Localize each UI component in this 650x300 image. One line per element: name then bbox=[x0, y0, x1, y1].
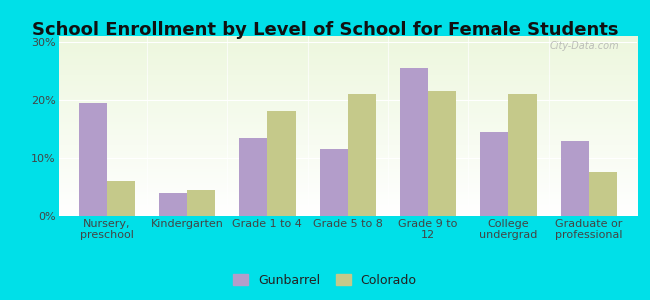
Text: School Enrollment by Level of School for Female Students: School Enrollment by Level of School for… bbox=[32, 21, 618, 39]
Bar bbox=[400, 68, 428, 216]
Bar bbox=[239, 138, 267, 216]
Bar bbox=[589, 172, 617, 216]
Bar bbox=[428, 91, 456, 216]
Legend: Gunbarrel, Colorado: Gunbarrel, Colorado bbox=[229, 270, 421, 291]
Bar bbox=[267, 112, 296, 216]
Bar bbox=[320, 149, 348, 216]
Bar bbox=[480, 132, 508, 216]
Bar bbox=[107, 181, 135, 216]
Text: City-Data.com: City-Data.com bbox=[550, 41, 619, 51]
Bar bbox=[159, 193, 187, 216]
Bar bbox=[79, 103, 107, 216]
Bar bbox=[508, 94, 536, 216]
Bar bbox=[187, 190, 215, 216]
Bar bbox=[561, 140, 589, 216]
Bar bbox=[348, 94, 376, 216]
